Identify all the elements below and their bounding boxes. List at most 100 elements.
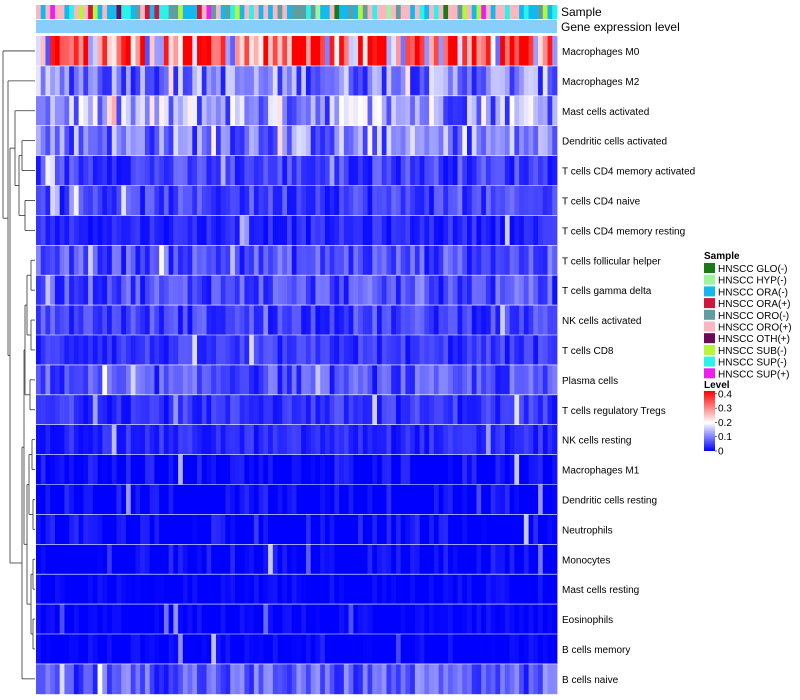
heatmap-cell <box>225 185 231 216</box>
heatmap-cell <box>215 484 222 515</box>
heatmap-cell <box>538 424 544 455</box>
heatmap-cell <box>377 36 383 67</box>
heatmap-cell <box>324 245 331 276</box>
heatmap-cell <box>305 36 312 67</box>
heatmap-cell <box>159 634 165 665</box>
heatmap-cell <box>282 574 288 605</box>
heatmap-cell <box>144 394 151 426</box>
heatmap-cell <box>168 364 174 396</box>
heatmap-cell <box>211 215 217 246</box>
heatmap-cell <box>367 634 373 665</box>
sample-annotation-cell <box>552 5 558 19</box>
heatmap-cell <box>410 364 416 396</box>
heatmap-cell <box>362 36 368 67</box>
heatmap-cell <box>211 335 217 366</box>
heatmap-cell <box>514 125 520 156</box>
heatmap-cell <box>144 663 151 695</box>
heatmap-cell <box>476 544 482 575</box>
heatmap-cell <box>88 125 94 156</box>
heatmap-cell <box>225 604 231 635</box>
heatmap-cell <box>462 544 468 575</box>
heatmap-cell <box>523 574 529 605</box>
heatmap-cell <box>324 634 331 665</box>
heatmap-cell <box>215 544 222 575</box>
heatmap-cell <box>358 125 364 156</box>
heatmap-cell <box>320 364 326 396</box>
heatmap-cell <box>405 335 411 366</box>
heatmap-cell <box>481 484 487 515</box>
heatmap-cell <box>471 604 477 635</box>
heatmap-cell <box>64 454 70 485</box>
heatmap-cell <box>533 484 539 515</box>
heatmap-cell <box>88 394 94 426</box>
heatmap-cell <box>97 36 103 67</box>
heatmap-cell <box>443 364 449 396</box>
heatmap-cell <box>528 125 534 156</box>
heatmap-cell <box>239 305 245 336</box>
heatmap-cell <box>462 95 468 127</box>
heatmap-cell <box>92 36 98 67</box>
heatmap-cell <box>490 335 496 366</box>
heatmap-cell <box>50 215 56 246</box>
heatmap-cell <box>334 544 340 575</box>
heatmap-cell <box>504 364 511 396</box>
heatmap-cell <box>40 245 46 276</box>
heatmap-cell <box>239 65 245 97</box>
heatmap-cell <box>377 484 383 515</box>
heatmap-cell <box>386 574 392 605</box>
heatmap-cell <box>54 604 61 635</box>
heatmap-cell <box>73 215 80 246</box>
heatmap-cell <box>414 275 421 306</box>
level-tick-label: 0.4 <box>718 389 732 400</box>
heatmap-cell <box>481 245 487 276</box>
heatmap-cell <box>149 574 155 605</box>
heatmap-cell <box>263 155 269 186</box>
heatmap-cell <box>54 484 61 515</box>
heatmap-cell <box>533 36 539 67</box>
heatmap-cell <box>97 574 103 605</box>
heatmap-cell <box>386 634 392 665</box>
heatmap-cell <box>462 125 468 156</box>
heatmap-cell <box>324 454 331 485</box>
heatmap-cell <box>249 215 255 246</box>
heatmap-cell <box>358 394 364 426</box>
heatmap-cell <box>457 454 463 485</box>
heatmap-cell <box>182 215 188 246</box>
heatmap-cell <box>244 663 250 695</box>
heatmap-cell <box>225 125 231 156</box>
heatmap-cell <box>277 394 283 426</box>
heatmap-cell <box>358 484 364 515</box>
heatmap-cell <box>329 95 335 127</box>
heatmap-cell <box>424 125 430 156</box>
heatmap-cell <box>334 245 340 276</box>
heatmap-cell <box>471 663 477 695</box>
heatmap-cell <box>504 125 511 156</box>
heatmap-cell <box>324 424 331 455</box>
heatmap-cell <box>234 215 241 246</box>
heatmap-cell <box>372 155 378 186</box>
heatmap-cell <box>457 155 463 186</box>
heatmap-cell <box>485 484 492 515</box>
heatmap-cell <box>149 185 155 216</box>
heatmap-cell <box>268 574 274 605</box>
heatmap-cell <box>339 36 345 67</box>
heatmap-cell <box>391 544 397 575</box>
heatmap-cell <box>272 245 278 276</box>
heatmap-cell <box>528 454 534 485</box>
heatmap-cell <box>381 215 387 246</box>
heatmap-cell <box>201 394 207 426</box>
heatmap-cell <box>50 185 56 216</box>
heatmap-cell <box>324 514 331 545</box>
heatmap-cell <box>500 275 506 306</box>
heatmap-cell <box>154 634 160 665</box>
heatmap-cell <box>192 604 198 635</box>
heatmap-cell <box>178 125 184 156</box>
heatmap-cell <box>268 275 274 306</box>
heatmap-cell <box>547 95 553 127</box>
heatmap-cell <box>452 245 458 276</box>
heatmap-cell <box>448 454 454 485</box>
heatmap-cell <box>324 394 331 426</box>
heatmap-cell <box>78 65 84 97</box>
heatmap-cell <box>59 454 65 485</box>
heatmap-cell <box>310 36 316 67</box>
